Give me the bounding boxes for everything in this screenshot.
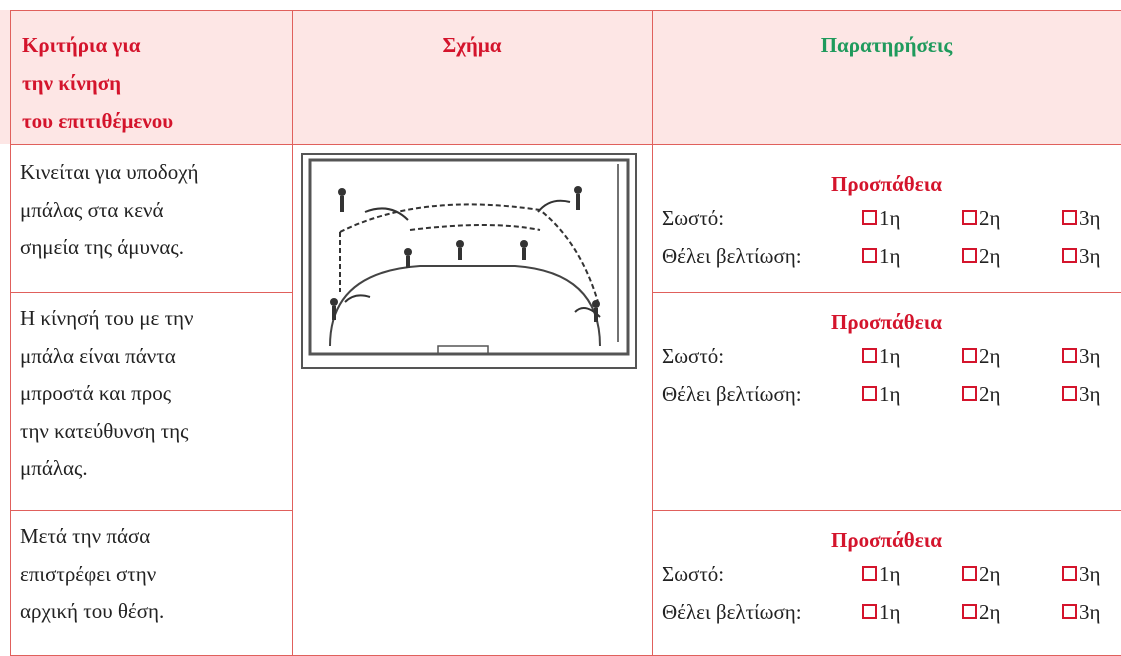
checkbox[interactable] bbox=[1062, 210, 1077, 225]
observation-label: Θέλει βελτίωση: bbox=[662, 244, 802, 268]
option-label: 1η bbox=[879, 344, 901, 368]
option-label: 2η bbox=[979, 600, 1001, 624]
option-label: 3η bbox=[1079, 244, 1101, 268]
checkbox[interactable] bbox=[862, 210, 877, 225]
option-label: 2η bbox=[979, 382, 1001, 406]
observation-label: Θέλει βελτίωση: bbox=[662, 382, 802, 406]
checkbox[interactable] bbox=[862, 386, 877, 401]
option-label: 3η bbox=[1079, 600, 1101, 624]
criterion-text: επιστρέφει στην bbox=[20, 561, 157, 586]
checkbox[interactable] bbox=[962, 386, 977, 401]
option-label: 3η bbox=[1079, 382, 1101, 406]
option-label: 3η bbox=[1079, 206, 1101, 230]
option-label: 3η bbox=[1079, 562, 1101, 586]
checkbox[interactable] bbox=[1062, 348, 1077, 363]
border bbox=[292, 10, 293, 656]
criterion-text: Η κίνησή του με την bbox=[20, 306, 194, 330]
header-criteria: Κριτήρια για bbox=[22, 33, 141, 57]
checkbox[interactable] bbox=[962, 248, 977, 263]
criterion-text: αρχική του θέση. bbox=[20, 599, 165, 623]
observation-title: Προσπάθεια bbox=[831, 172, 942, 196]
checkbox[interactable] bbox=[962, 566, 977, 581]
criterion-text: μπάλα είναι πάντα bbox=[20, 343, 176, 368]
criterion-text: σημεία της άμυνας. bbox=[20, 235, 184, 259]
option-label: 1η bbox=[879, 244, 901, 268]
option-label: 2η bbox=[979, 244, 1001, 268]
border bbox=[652, 10, 653, 656]
checkbox[interactable] bbox=[862, 566, 877, 581]
header-background bbox=[0, 10, 1121, 144]
header-criteria: την κίνηση bbox=[22, 71, 122, 95]
checkbox[interactable] bbox=[1062, 386, 1077, 401]
header-observations: Παρατηρήσεις bbox=[820, 33, 953, 57]
observation-label: Σωστό: bbox=[662, 344, 725, 368]
checkbox[interactable] bbox=[1062, 604, 1077, 619]
option-label: 1η bbox=[879, 382, 901, 406]
option-label: 2η bbox=[979, 562, 1001, 586]
checkbox[interactable] bbox=[1062, 248, 1077, 263]
border bbox=[10, 10, 1121, 11]
court-diagram bbox=[301, 153, 637, 369]
criterion-text: Μετά την πάσα bbox=[20, 524, 151, 548]
observation-title: Προσπάθεια bbox=[831, 528, 942, 552]
observation-label: Σωστό: bbox=[662, 562, 725, 586]
observation-title: Προσπάθεια bbox=[831, 310, 942, 334]
criterion-text: μπροστά και προς bbox=[20, 381, 172, 405]
criterion-text: την κατεύθυνση της bbox=[20, 418, 189, 443]
option-label: 3η bbox=[1079, 344, 1101, 368]
checkbox[interactable] bbox=[962, 348, 977, 363]
checkbox[interactable] bbox=[962, 604, 977, 619]
header-figure: Σχήμα bbox=[442, 33, 502, 57]
border bbox=[10, 510, 292, 511]
checkbox[interactable] bbox=[1062, 566, 1077, 581]
checkbox[interactable] bbox=[862, 348, 877, 363]
checkbox[interactable] bbox=[962, 210, 977, 225]
observation-label: Σωστό: bbox=[662, 206, 725, 230]
criterion-text: Κινείται για υποδοχή bbox=[20, 160, 199, 184]
header-criteria: του επιτιθέμενου bbox=[22, 109, 174, 133]
criterion-text: μπάλας. bbox=[20, 456, 88, 480]
checkbox[interactable] bbox=[862, 248, 877, 263]
border bbox=[10, 144, 1121, 145]
option-label: 1η bbox=[879, 600, 901, 624]
option-label: 2η bbox=[979, 344, 1001, 368]
border bbox=[652, 292, 1121, 293]
border bbox=[10, 292, 292, 293]
criterion-text: μπάλας στα κενά bbox=[20, 197, 164, 222]
option-label: 1η bbox=[879, 206, 901, 230]
border bbox=[10, 10, 11, 656]
border bbox=[652, 510, 1121, 511]
option-label: 2η bbox=[979, 206, 1001, 230]
observation-label: Θέλει βελτίωση: bbox=[662, 600, 802, 624]
checkbox[interactable] bbox=[862, 604, 877, 619]
option-label: 1η bbox=[879, 562, 901, 586]
